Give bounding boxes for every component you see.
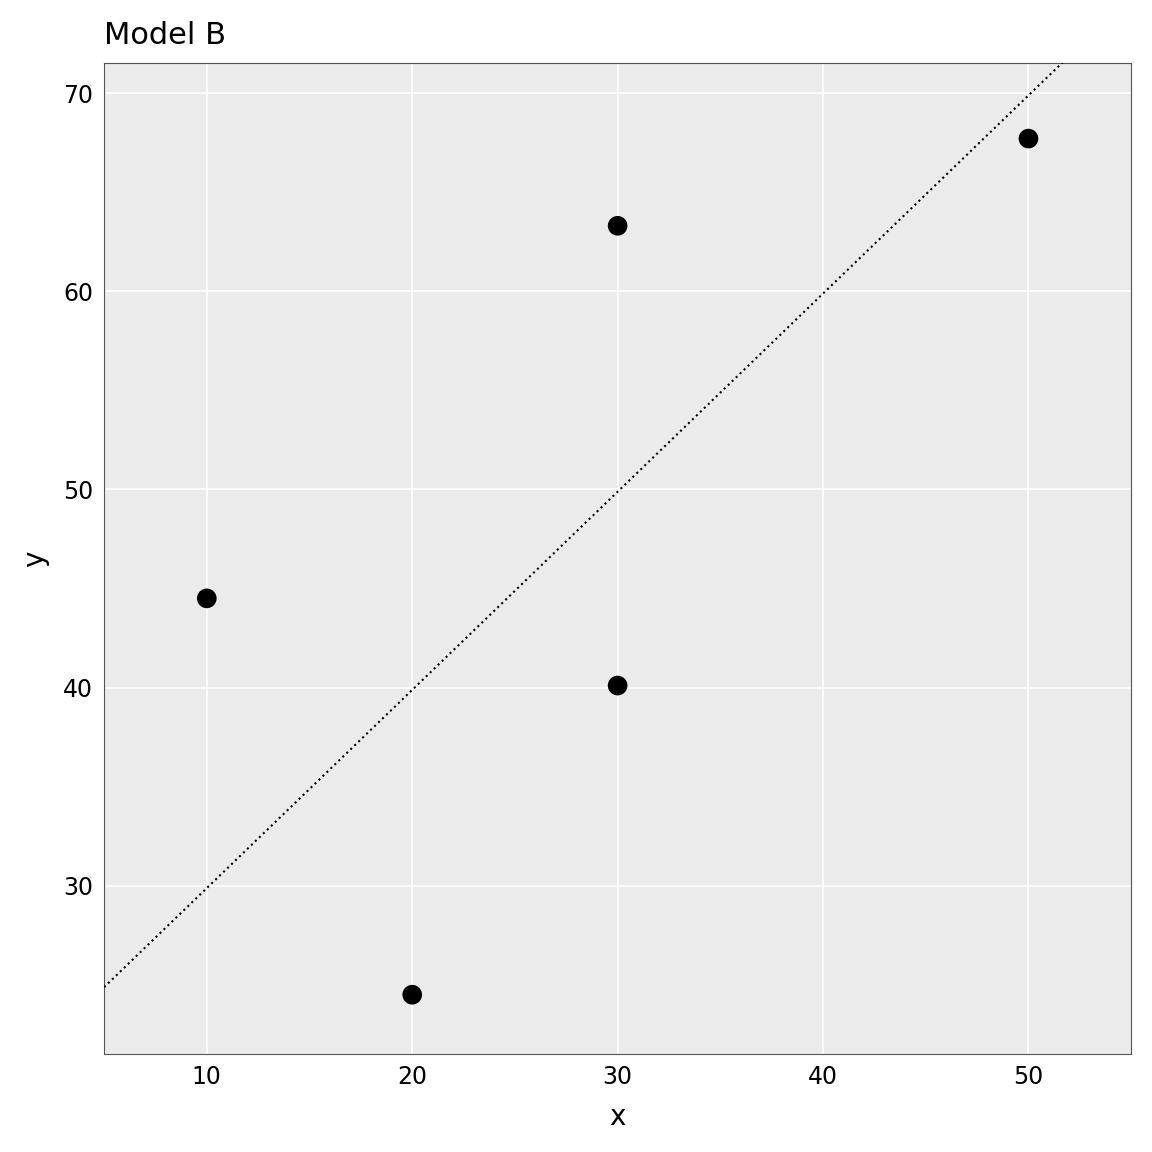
Text: Model B: Model B: [104, 21, 226, 50]
Point: [198, 589, 217, 607]
Point: [403, 985, 422, 1003]
Point: [608, 676, 627, 695]
X-axis label: x: x: [609, 1104, 626, 1131]
Point: [608, 217, 627, 235]
Y-axis label: y: y: [21, 551, 48, 567]
Point: [1020, 129, 1038, 147]
